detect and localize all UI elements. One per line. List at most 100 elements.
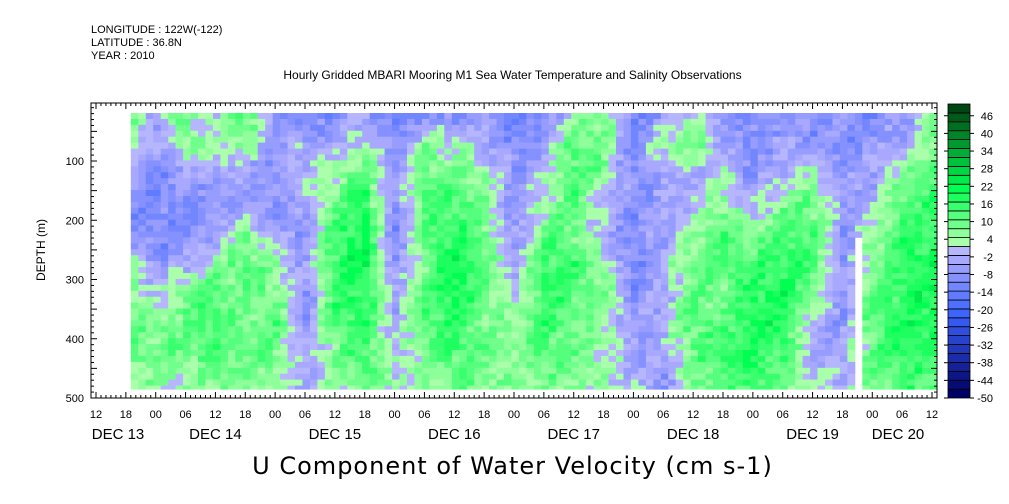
- heatmap-cell: [265, 142, 274, 149]
- heatmap-cell: [466, 308, 475, 315]
- heatmap-cell: [869, 213, 878, 220]
- heatmap-cell: [392, 225, 400, 232]
- heatmap-cell: [183, 166, 191, 173]
- heatmap-cell: [153, 196, 162, 203]
- heatmap-cell: [354, 219, 363, 226]
- heatmap-cell: [310, 326, 318, 333]
- heatmap-cell: [429, 326, 438, 333]
- heatmap-cell: [265, 379, 274, 386]
- heatmap-cell: [556, 379, 565, 386]
- heatmap-cell: [220, 178, 229, 185]
- heatmap-cell: [407, 130, 415, 138]
- heatmap-cell: [668, 184, 677, 191]
- heatmap-cell: [907, 320, 915, 327]
- heatmap-cell: [638, 350, 647, 357]
- heatmap-cell: [578, 308, 587, 315]
- heatmap-cell: [757, 332, 766, 339]
- heatmap-cell: [302, 160, 311, 167]
- heatmap-cell: [153, 355, 162, 363]
- heatmap-cell: [190, 196, 199, 203]
- heatmap-cell: [675, 237, 684, 244]
- heatmap-cell: [183, 113, 191, 120]
- heatmap-cell: [324, 350, 333, 357]
- heatmap-cell: [660, 201, 669, 209]
- heatmap-cell: [332, 231, 341, 238]
- heatmap-cell: [675, 148, 684, 155]
- heatmap-cell: [795, 379, 804, 386]
- heatmap-cell: [735, 130, 744, 138]
- heatmap-cell: [407, 184, 415, 191]
- heatmap-cell: [212, 255, 221, 262]
- heatmap-cell: [175, 361, 184, 369]
- heatmap-cell: [645, 344, 654, 351]
- heatmap-cell: [616, 136, 624, 143]
- heatmap-cell: [369, 196, 378, 203]
- heatmap-cell: [429, 379, 438, 386]
- heatmap-cell: [227, 243, 236, 250]
- heatmap-cell: [280, 261, 288, 268]
- heatmap-cell: [354, 320, 363, 327]
- heatmap-cell: [220, 267, 229, 274]
- heatmap-cell: [578, 255, 587, 262]
- heatmap-cell: [369, 338, 378, 345]
- heatmap-cell: [504, 178, 512, 185]
- heatmap-cell: [481, 344, 490, 351]
- heatmap-cell: [489, 261, 497, 268]
- heatmap-cell: [489, 326, 497, 333]
- heatmap-cell: [892, 113, 901, 120]
- heatmap-cell: [496, 130, 505, 138]
- heatmap-cell: [601, 350, 609, 357]
- heatmap-cell: [392, 124, 400, 132]
- heatmap-cell: [272, 154, 281, 161]
- heatmap-cell: [713, 136, 721, 143]
- heatmap-cell: [825, 148, 833, 155]
- heatmap-cell: [832, 350, 841, 357]
- heatmap-cell: [533, 118, 542, 126]
- heatmap-cell: [160, 255, 169, 262]
- heatmap-cell: [459, 136, 468, 143]
- heatmap-cell: [832, 207, 841, 215]
- heatmap-cell: [511, 148, 520, 155]
- heatmap-cell: [675, 178, 684, 185]
- heatmap-cell: [817, 249, 826, 256]
- heatmap-cell: [347, 249, 356, 256]
- heatmap-cell: [265, 207, 274, 215]
- heatmap-cell: [332, 284, 341, 292]
- heatmap-cell: [892, 118, 901, 126]
- heatmap-cell: [675, 379, 684, 386]
- heatmap-cell: [317, 261, 326, 268]
- heatmap-cell: [302, 361, 311, 369]
- heatmap-cell: [429, 255, 438, 262]
- heatmap-cell: [541, 302, 550, 309]
- heatmap-cell: [765, 178, 774, 185]
- heatmap-cell: [772, 379, 781, 386]
- heatmap-cell: [250, 373, 259, 380]
- heatmap-cell: [257, 385, 266, 390]
- heatmap-cell: [235, 273, 244, 280]
- heatmap-cell: [787, 225, 796, 232]
- heatmap-cell: [235, 130, 244, 138]
- heatmap-cell: [242, 166, 251, 173]
- heatmap-cell: [227, 184, 236, 191]
- heatmap-cell: [287, 338, 296, 345]
- heatmap-cell: [250, 118, 259, 126]
- heatmap-cell: [683, 166, 692, 173]
- heatmap-cell: [623, 207, 632, 215]
- heatmap-cell: [728, 136, 736, 143]
- heatmap-cell: [250, 367, 259, 375]
- heatmap-cell: [884, 166, 893, 173]
- heatmap-cell: [407, 332, 415, 339]
- heatmap-cell: [675, 124, 684, 132]
- heatmap-cell: [175, 273, 184, 280]
- heatmap-cell: [877, 160, 886, 167]
- heatmap-cell: [227, 326, 236, 333]
- heatmap-cell: [459, 314, 468, 321]
- heatmap-cell: [922, 255, 930, 262]
- heatmap-cell: [332, 118, 341, 126]
- heatmap-cell: [317, 237, 326, 244]
- heatmap-cell: [496, 142, 505, 149]
- heatmap-cell: [317, 284, 326, 292]
- heatmap-cell: [623, 172, 632, 179]
- heatmap-cell: [593, 237, 602, 244]
- heatmap-cell: [324, 385, 333, 390]
